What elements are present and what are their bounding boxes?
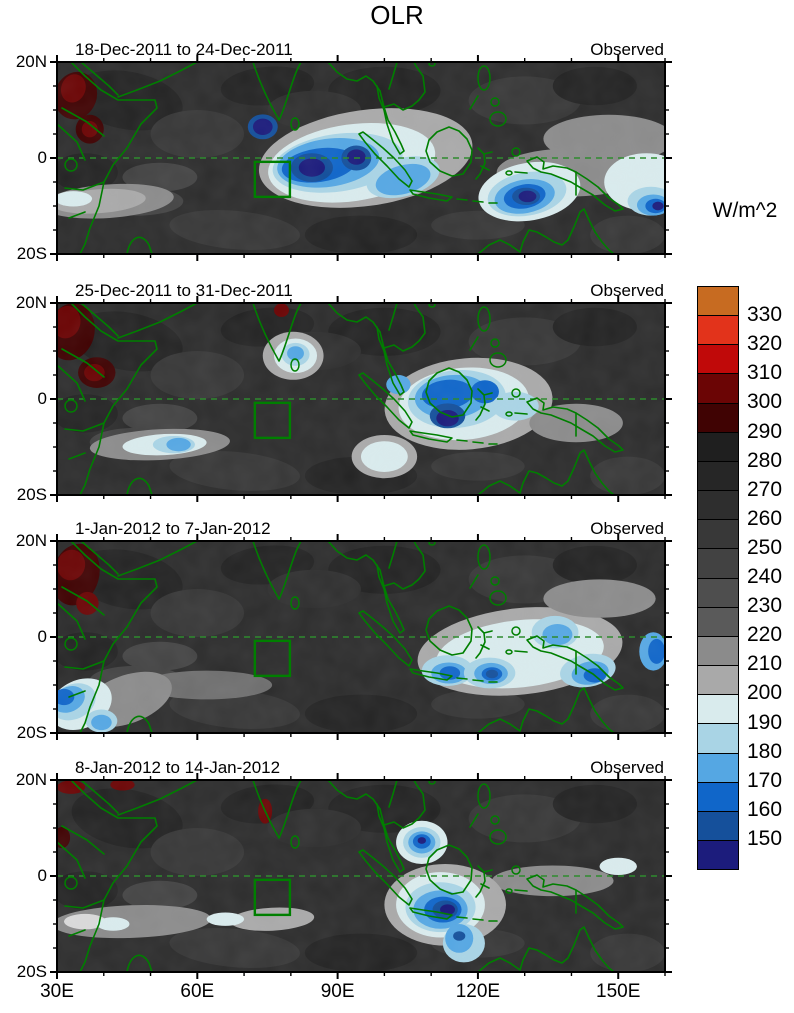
panel-4-map	[50, 773, 672, 979]
colorbar-tick-270: 270	[747, 477, 783, 501]
colorbar-tick-210: 210	[747, 652, 783, 676]
colorbar-cell-10	[698, 578, 738, 608]
lat-tick-label-20N: 20N	[15, 531, 47, 550]
lat-tick-label-20N: 20N	[15, 293, 47, 312]
colorbar-tick-150: 150	[747, 826, 783, 850]
lat-tick-label-20S: 20S	[16, 485, 47, 504]
panel-2-date-range: 25-Dec-2011 to 31-Dec-2011	[75, 281, 293, 300]
lat-tick-label-0: 0	[37, 148, 47, 167]
colorbar-tick-180: 180	[747, 739, 783, 763]
panel-week-1: 18-Dec-2011 to 24-Dec-2011 Observed 20N 0…	[0, 40, 794, 263]
olr-map-4	[50, 773, 672, 979]
lon-axis-labels: 30E 60E 90E 120E 150E	[0, 981, 794, 1005]
colorbar-tick-310: 310	[747, 361, 783, 385]
colorbar-tick-labels: 330 320 310 300 290 280 270 260 250 240 230 220 210 2…	[747, 286, 794, 868]
index-region-box	[253, 160, 292, 199]
colorbar-tick-330: 330	[747, 303, 783, 327]
panel-1-header: 18-Dec-2011 to 24-Dec-2011 Observed	[57, 37, 665, 60]
colorbar-cell-8	[698, 520, 738, 550]
colorbar-cell-7	[698, 491, 738, 521]
olr-map-1	[50, 55, 672, 261]
colorbar-tick-260: 260	[747, 506, 783, 530]
lon-tick-label-90E: 90E	[320, 981, 355, 1002]
figure-title: OLR	[370, 0, 424, 30]
colorbar-cell-14	[698, 695, 738, 725]
panel-3-source-label: Observed	[590, 519, 664, 538]
colorbar-tick-230: 230	[747, 594, 783, 618]
colorbar-unit-label: W/m^2	[712, 199, 778, 222]
colorbar-cell-17	[698, 782, 738, 812]
colorbar-tick-220: 220	[747, 623, 783, 647]
lon-tick-label-120E: 120E	[455, 981, 501, 1002]
panel-3-date-range: 1-Jan-2012 to 7-Jan-2012	[75, 519, 271, 538]
lat-tick-label-0: 0	[37, 866, 47, 885]
panel-week-3: 1-Jan-2012 to 7-Jan-2012 Observed 20N 0 20…	[0, 519, 794, 742]
panel-1-map	[50, 55, 672, 261]
panel-4-header: 8-Jan-2012 to 14-Jan-2012 Observed	[57, 755, 665, 778]
panel-week-4: 8-Jan-2012 to 14-Jan-2012 Observed 20N 0 2…	[0, 758, 794, 981]
lat-tick-label-0: 0	[37, 389, 47, 408]
colorbar-cell-12	[698, 636, 738, 667]
index-region-box	[253, 878, 292, 917]
colorbar-cell-19	[698, 840, 738, 870]
colorbar-tick-190: 190	[747, 710, 783, 734]
colorbar-tick-290: 290	[747, 419, 783, 443]
colorbar-tick-170: 170	[747, 768, 783, 792]
colorbar-cell-16	[698, 753, 738, 783]
panel-4-source-label: Observed	[590, 758, 664, 777]
lat-tick-label-20N: 20N	[15, 770, 47, 789]
panel-2-source-label: Observed	[590, 281, 664, 300]
colorbar	[697, 286, 739, 870]
panel-4-lat-axis: 20N 0 20S	[0, 770, 50, 981]
colorbar-tick-200: 200	[747, 681, 783, 705]
colorbar-tick-240: 240	[747, 565, 783, 588]
lat-tick-label-0: 0	[37, 627, 47, 646]
colorbar-cell-4	[698, 403, 738, 433]
panel-3-lat-axis: 20N 0 20S	[0, 531, 50, 742]
colorbar-cell-18	[698, 811, 738, 841]
index-region-box	[253, 639, 292, 678]
colorbar-tick-320: 320	[747, 332, 783, 356]
lat-tick-label-20S: 20S	[16, 244, 47, 263]
colorbar-cell-3	[698, 374, 738, 404]
colorbar-tick-280: 280	[747, 448, 783, 472]
panel-3-map	[50, 534, 672, 740]
panel-2-header: 25-Dec-2011 to 31-Dec-2011 Observed	[57, 278, 665, 301]
lat-tick-label-20S: 20S	[16, 962, 47, 981]
index-region-box	[253, 401, 292, 440]
colorbar-cell-2	[698, 345, 738, 375]
colorbar-cell-15	[698, 724, 738, 754]
lat-tick-label-20S: 20S	[16, 723, 47, 742]
panel-2-lat-axis: 20N 0 20S	[0, 293, 50, 504]
colorbar-cell-0	[698, 287, 738, 317]
olr-map-2	[50, 296, 672, 502]
colorbar-cell-11	[698, 607, 738, 637]
panel-4-date-range: 8-Jan-2012 to 14-Jan-2012	[75, 758, 281, 777]
panel-3-header: 1-Jan-2012 to 7-Jan-2012 Observed	[57, 516, 665, 539]
colorbar-cell-6	[698, 461, 738, 492]
colorbar-tick-250: 250	[747, 535, 783, 559]
colorbar-cell-5	[698, 432, 738, 462]
olr-map-3	[50, 534, 672, 740]
lon-tick-label-60E: 60E	[180, 981, 215, 1002]
colorbar-tick-160: 160	[747, 797, 783, 821]
colorbar-tick-300: 300	[747, 390, 783, 414]
panel-week-2: 25-Dec-2011 to 31-Dec-2011 Observed 20N 0…	[0, 281, 794, 504]
panel-2-map	[50, 296, 672, 502]
lon-tick-label-150E: 150E	[596, 981, 641, 1002]
lon-tick-label-30E: 30E	[40, 981, 74, 1002]
colorbar-cell-1	[698, 316, 738, 346]
colorbar-cell-13	[698, 666, 738, 696]
panel-1-source-label: Observed	[590, 40, 664, 59]
panel-1-lat-axis: 20N 0 20S	[0, 52, 50, 263]
panel-1-date-range: 18-Dec-2011 to 24-Dec-2011	[75, 40, 293, 59]
lat-tick-label-20N: 20N	[15, 52, 47, 71]
colorbar-cell-9	[698, 549, 738, 579]
